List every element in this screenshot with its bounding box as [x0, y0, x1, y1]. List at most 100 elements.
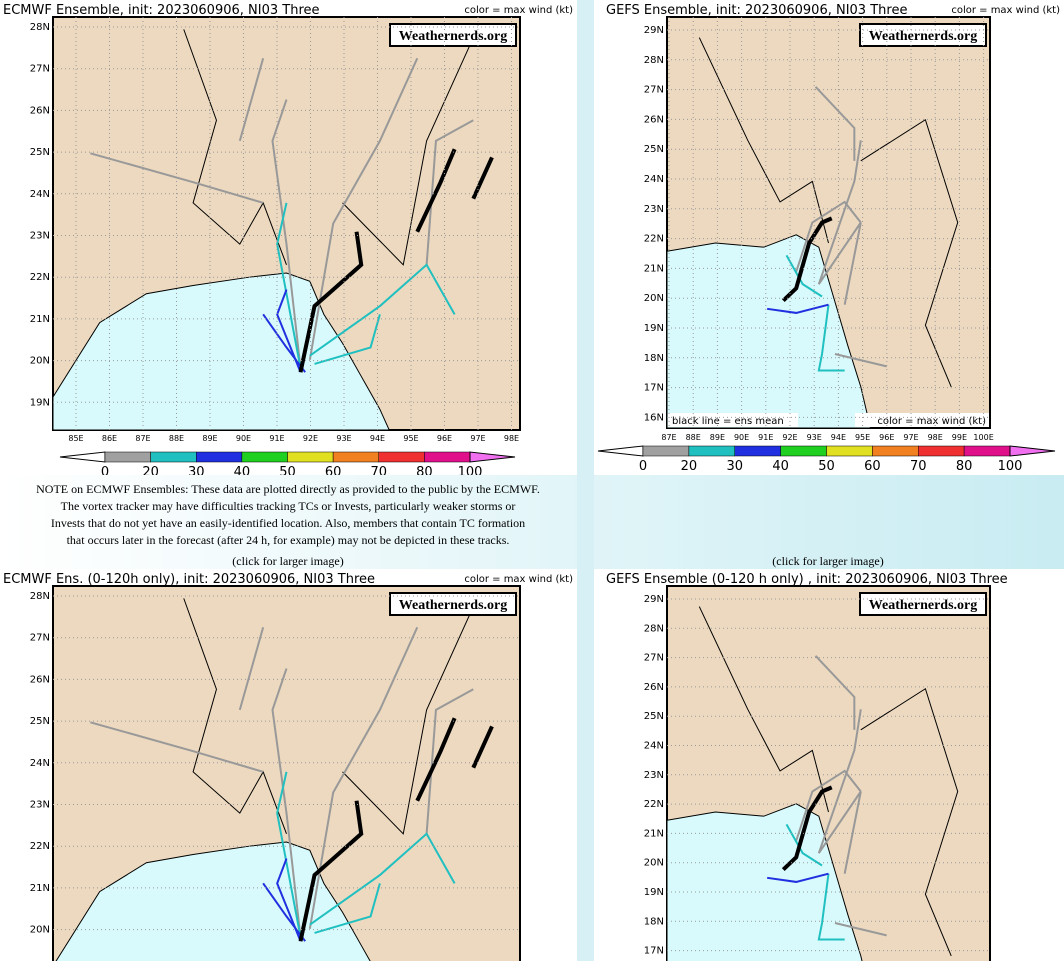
track [814, 655, 856, 730]
lat-label: 24N [644, 741, 664, 752]
panel-title: ECMWF Ens. (0-120h only), init: 20230609… [3, 572, 375, 587]
lat-label: 21N [30, 883, 50, 894]
lat-label: 18N [644, 916, 664, 927]
lon-label: 94E [370, 434, 385, 443]
colorbar-arrow [469, 451, 516, 463]
track [314, 883, 381, 934]
lon-label: 92E [782, 433, 797, 442]
colorbar-label: 100 [458, 465, 483, 480]
colorbar-swatch [688, 445, 735, 457]
caption: (click for larger image) [772, 554, 883, 568]
caption: (click for larger image) [232, 554, 343, 568]
lat-label: 23N [30, 800, 50, 811]
lon-label: 88E [169, 434, 184, 443]
colorbar-label: 30 [188, 465, 205, 480]
track [817, 304, 845, 372]
lat-label: 26N [644, 114, 664, 125]
note-line: The vortex tracker may have difficulties… [61, 499, 516, 513]
lon-label: 100E [973, 433, 993, 442]
lat-label: 21N [644, 828, 664, 839]
colorbar-label: 50 [279, 465, 296, 480]
track [271, 99, 302, 369]
colorbar-label: 80 [416, 465, 433, 480]
gutter [577, 0, 594, 961]
track [781, 216, 833, 303]
track [309, 832, 456, 926]
lat-label: 25N [30, 716, 50, 727]
track [817, 790, 862, 874]
colorbar-swatch [332, 451, 379, 463]
mean-label-bg [668, 413, 798, 427]
colorbar-label: 40 [772, 459, 789, 474]
track [834, 922, 887, 937]
sea [52, 272, 391, 431]
legend-label: color = max wind (kt) [877, 416, 986, 427]
colorbar-label: 60 [325, 465, 342, 480]
colorbar-swatch [196, 451, 243, 463]
lat-label: 28N [644, 55, 664, 66]
track [262, 882, 306, 942]
lon-label: 88E [686, 433, 701, 442]
colorbar-swatch [287, 451, 334, 463]
lon-label: 90E [734, 433, 749, 442]
panel-title: GEFS Ensemble, init: 2023060906, NI03 Th… [606, 3, 907, 18]
lat-label: 20N [644, 858, 664, 869]
legend-label: color = max wind (kt) [951, 5, 1060, 16]
legend-label: color = max wind (kt) [464, 574, 573, 585]
track [308, 626, 419, 929]
lon-label: 87E [661, 433, 676, 442]
track [238, 627, 265, 711]
colorbar-label: 0 [639, 459, 647, 474]
lon-label: 95E [855, 433, 870, 442]
colorbar-swatch [963, 445, 1011, 457]
colorbar-swatch [918, 445, 965, 457]
colorbar-label: 40 [234, 465, 251, 480]
lat-label: 20N [30, 356, 50, 367]
colorbar-swatch [642, 445, 690, 457]
lat-label: 24N [644, 174, 664, 185]
watermark-box [389, 592, 517, 616]
lon-label: 90E [236, 434, 251, 443]
colorbar-label: 100 [998, 459, 1023, 474]
lat-label: 16N [644, 412, 664, 423]
lon-label: 91E [269, 434, 284, 443]
border [183, 598, 474, 835]
lat-label: 23N [644, 770, 664, 781]
lat-label: 25N [644, 144, 664, 155]
lon-label: 85E [68, 434, 83, 443]
track [766, 872, 829, 883]
lon-label: 97E [903, 433, 918, 442]
track [415, 717, 457, 802]
lat-label: 19N [30, 397, 50, 408]
lon-label: 86E [102, 434, 117, 443]
panel: ECMWF Ens. (0-120h only), init: 20230609… [0, 569, 577, 961]
track [276, 202, 302, 369]
panel-title: ECMWF Ensemble, init: 2023060906, NI03 T… [3, 3, 320, 18]
watermark: Weathernerds.org [399, 598, 507, 613]
lat-label: 25N [644, 711, 664, 722]
lat-label: 27N [644, 85, 664, 96]
watermark: Weathernerds.org [869, 598, 977, 613]
lat-label: 19N [644, 323, 664, 334]
lon-label: 98E [504, 434, 519, 443]
lon-label: 87E [135, 434, 150, 443]
note-line: that occurs later in the forecast (after… [67, 533, 510, 547]
panel: ECMWF Ensemble, init: 2023060906, NI03 T… [0, 0, 577, 480]
track [415, 148, 457, 233]
lat-label: 27N [644, 653, 664, 664]
lat-label: 20N [644, 293, 664, 304]
mean-label: black line = ens mean [672, 416, 784, 427]
watermark: Weathernerds.org [869, 29, 977, 44]
lat-label: 28N [30, 591, 50, 602]
lat-label: 22N [30, 841, 50, 852]
colorbar-label: 60 [864, 459, 881, 474]
colorbar-swatch [872, 445, 919, 457]
lon-label: 99E [952, 433, 967, 442]
lat-label: 23N [30, 231, 50, 242]
colorbar-arrow [1009, 445, 1056, 457]
lon-label: 98E [928, 433, 943, 442]
lat-label: 25N [30, 147, 50, 158]
lon-label: 89E [202, 434, 217, 443]
lat-label: 18N [644, 353, 664, 364]
